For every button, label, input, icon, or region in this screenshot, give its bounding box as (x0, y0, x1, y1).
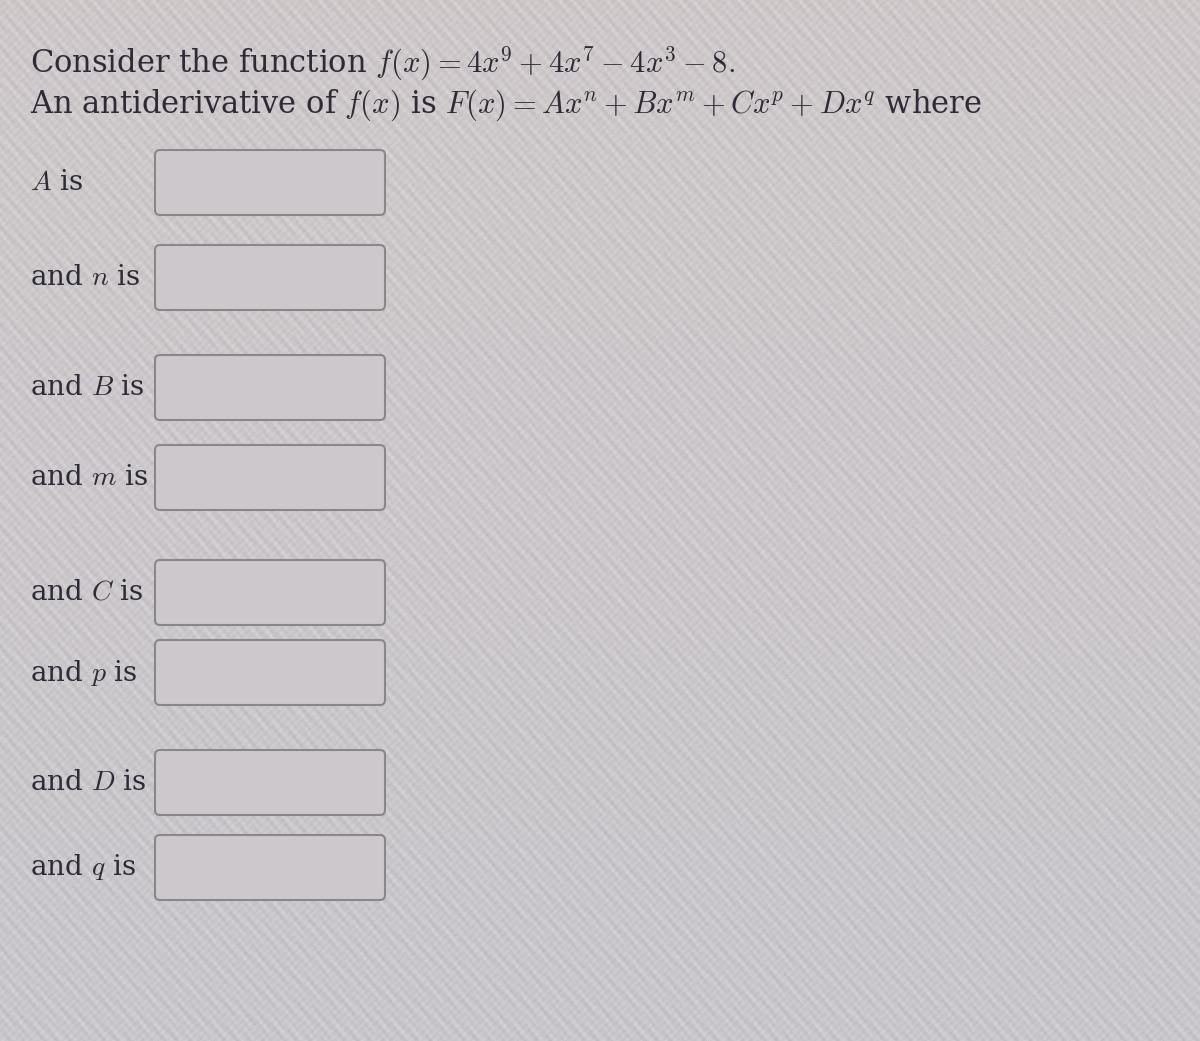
Text: and $q$ is: and $q$ is (30, 853, 136, 883)
FancyBboxPatch shape (155, 560, 385, 625)
Text: and $m$ is: and $m$ is (30, 464, 148, 491)
Text: and $C$ is: and $C$ is (30, 579, 143, 606)
Text: Consider the function $f(x) = 4x^9 + 4x^7 - 4x^3 - 8.$: Consider the function $f(x) = 4x^9 + 4x^… (30, 45, 736, 83)
FancyBboxPatch shape (155, 355, 385, 420)
FancyBboxPatch shape (155, 835, 385, 900)
FancyBboxPatch shape (155, 640, 385, 705)
Text: and $D$ is: and $D$ is (30, 769, 146, 796)
Text: and $n$ is: and $n$ is (30, 264, 140, 291)
FancyBboxPatch shape (155, 245, 385, 310)
Text: and $p$ is: and $p$ is (30, 658, 138, 687)
Text: An antiderivative of $f(x)$ is $F(x) = Ax^n + Bx^m + Cx^p + Dx^q$ where: An antiderivative of $f(x)$ is $F(x) = A… (30, 88, 982, 124)
FancyBboxPatch shape (155, 750, 385, 815)
Text: and $B$ is: and $B$ is (30, 374, 144, 401)
FancyBboxPatch shape (155, 150, 385, 215)
Text: $A$ is: $A$ is (30, 169, 83, 196)
FancyBboxPatch shape (155, 445, 385, 510)
